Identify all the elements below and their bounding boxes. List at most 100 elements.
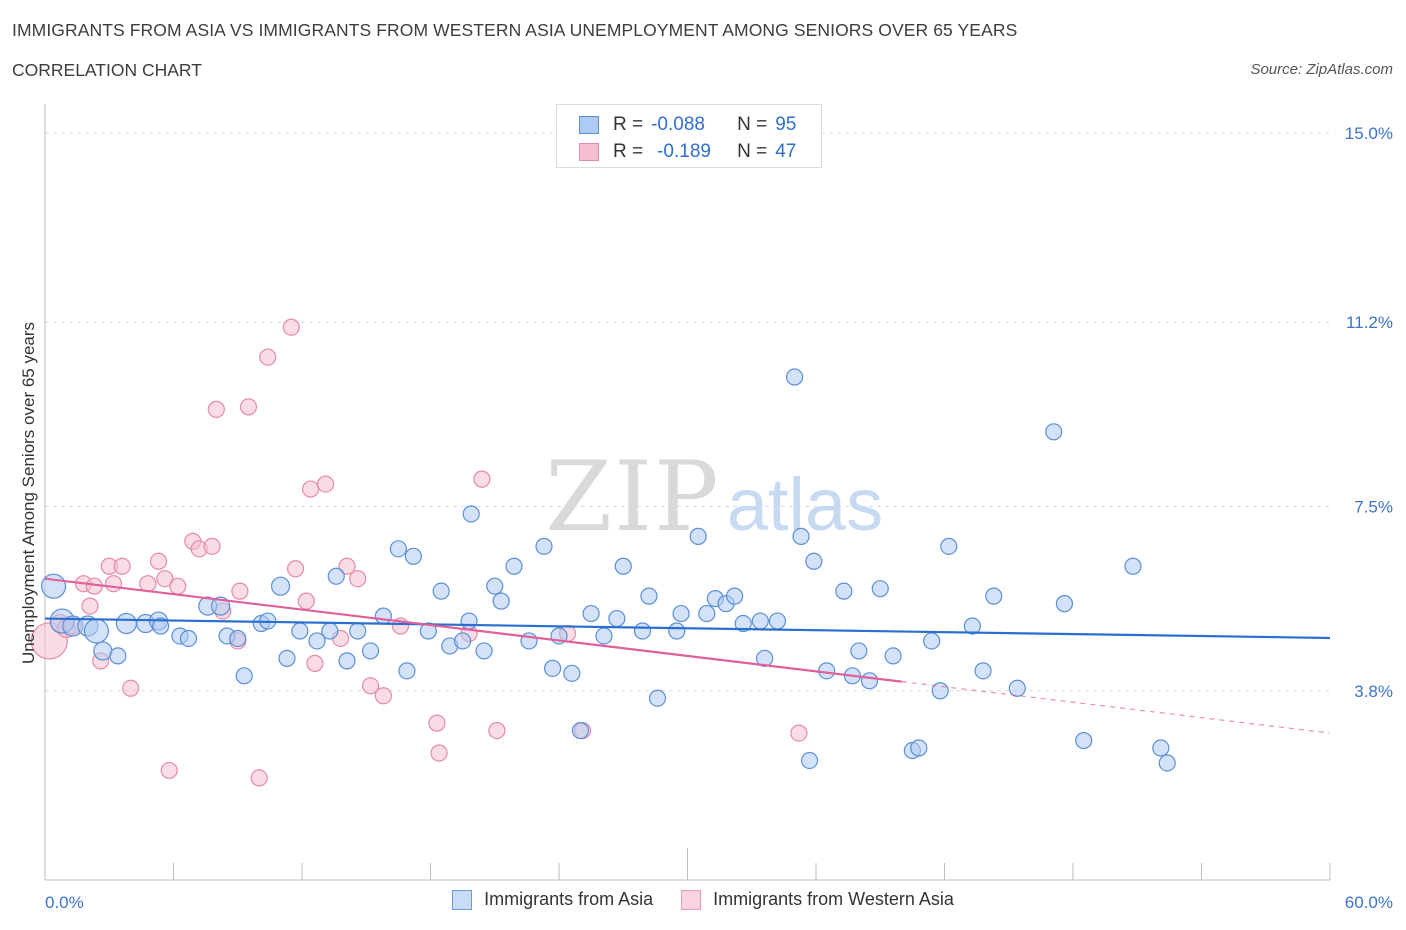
asia-point bbox=[648, 689, 667, 707]
asia-point bbox=[1055, 595, 1074, 613]
western-asia-point bbox=[301, 480, 320, 498]
asia-point bbox=[871, 580, 889, 598]
axes bbox=[44, 104, 1331, 881]
western-asia-point bbox=[207, 400, 225, 418]
asia-point bbox=[398, 662, 416, 680]
svg-text:ZIP: ZIP bbox=[545, 441, 720, 553]
asia-point bbox=[454, 632, 472, 650]
asia-point bbox=[492, 592, 510, 610]
western-asia-point bbox=[338, 557, 356, 575]
western-asia-point bbox=[149, 552, 168, 570]
western-asia-trend-line-extension bbox=[901, 681, 1331, 734]
asia-point bbox=[614, 557, 632, 575]
asia-point bbox=[755, 649, 774, 667]
asia-point bbox=[1045, 423, 1063, 441]
asia-point bbox=[235, 667, 253, 685]
asia-point bbox=[93, 641, 113, 661]
legend-label-asia: Immigrants from Asia bbox=[484, 889, 654, 909]
asia-point bbox=[835, 582, 853, 600]
r-label: R = bbox=[613, 114, 644, 135]
trend-lines bbox=[44, 577, 1331, 734]
y-tick-label: 11.2% bbox=[1346, 313, 1393, 332]
asia-point bbox=[211, 596, 231, 616]
series-legend: Immigrants from Asia Immigrants from Wes… bbox=[0, 889, 1406, 910]
western-asia-point bbox=[122, 679, 140, 697]
asia-point bbox=[460, 612, 478, 630]
asia-point bbox=[321, 622, 339, 640]
asia-point bbox=[689, 527, 707, 545]
asia-point bbox=[698, 604, 716, 623]
chart-subtitle: CORRELATION CHART bbox=[12, 60, 202, 80]
asia-point bbox=[374, 607, 392, 625]
asia-point bbox=[432, 582, 450, 600]
asia-point bbox=[571, 721, 590, 740]
asia-point bbox=[805, 552, 823, 570]
legend-item-asia: Immigrants from Asia bbox=[452, 889, 653, 910]
asia-point bbox=[389, 540, 407, 558]
asia-point bbox=[308, 632, 326, 650]
asia-point bbox=[963, 617, 981, 635]
western-asia-point bbox=[160, 761, 178, 780]
asia-point bbox=[1152, 739, 1170, 757]
asia-point bbox=[115, 612, 137, 635]
asia-point bbox=[633, 622, 652, 640]
n-label: N = bbox=[737, 141, 768, 162]
western-asia-point bbox=[374, 687, 392, 705]
asia-point bbox=[792, 527, 810, 545]
n-label: N = bbox=[737, 114, 768, 135]
r-value: -0.189 bbox=[657, 141, 711, 162]
asia-point bbox=[940, 537, 958, 555]
y-axis-title: Unemployment Among Seniors over 65 years bbox=[19, 322, 38, 664]
asia-point bbox=[109, 647, 127, 665]
asia-point bbox=[850, 642, 868, 660]
legend-item-western-asia: Immigrants from Western Asia bbox=[681, 889, 954, 910]
asia-point bbox=[404, 547, 422, 565]
y-tick-label: 3.8% bbox=[1354, 682, 1393, 701]
asia-point bbox=[291, 622, 309, 640]
asia-point bbox=[668, 622, 686, 640]
asia-point bbox=[179, 629, 198, 648]
asia-point bbox=[768, 612, 787, 630]
r-label: R = bbox=[613, 141, 644, 162]
western-asia-legend-swatch bbox=[681, 889, 702, 910]
asia-point bbox=[462, 505, 480, 523]
western-asia-point bbox=[259, 348, 277, 366]
western-asia-swatch bbox=[579, 143, 599, 161]
asia-point bbox=[910, 739, 928, 757]
asia-point bbox=[1075, 731, 1093, 750]
western-asia-point bbox=[282, 318, 300, 336]
asia-point bbox=[543, 659, 562, 677]
asia-point bbox=[563, 664, 581, 682]
asia-point bbox=[349, 622, 367, 640]
asia-point bbox=[726, 587, 744, 605]
asia-point bbox=[582, 604, 600, 623]
asia-point bbox=[229, 629, 247, 648]
asia-point bbox=[327, 567, 345, 585]
asia-legend-swatch bbox=[452, 889, 473, 910]
western-asia-point bbox=[203, 537, 221, 555]
asia-point bbox=[419, 622, 437, 640]
series-asia-points bbox=[40, 368, 1176, 772]
source-credit: Source: ZipAtlas.com bbox=[1250, 61, 1393, 78]
asia-point bbox=[800, 751, 819, 770]
asia-point bbox=[785, 368, 804, 386]
asia-point bbox=[1124, 557, 1142, 575]
asia-point bbox=[923, 632, 941, 650]
chart-title: IMMIGRANTS FROM ASIA VS IMMIGRANTS FROM … bbox=[12, 20, 1018, 40]
western-asia-point bbox=[488, 721, 506, 740]
n-value: 95 bbox=[775, 114, 797, 135]
stats-row-western-asia: R = -0.189 N = 47 bbox=[579, 141, 796, 163]
x-tick-label: 60.0% bbox=[1345, 893, 1393, 912]
western-asia-point bbox=[81, 597, 99, 615]
asia-trend-line bbox=[44, 617, 1331, 640]
western-asia-point bbox=[286, 560, 305, 578]
asia-point bbox=[734, 614, 752, 633]
asia-point bbox=[535, 537, 553, 555]
western-asia-point bbox=[428, 714, 446, 732]
western-asia-point bbox=[349, 570, 367, 588]
asia-point bbox=[338, 652, 356, 670]
asia-point bbox=[751, 612, 769, 630]
asia-point bbox=[270, 576, 291, 596]
series-western-asia-points bbox=[30, 318, 808, 787]
